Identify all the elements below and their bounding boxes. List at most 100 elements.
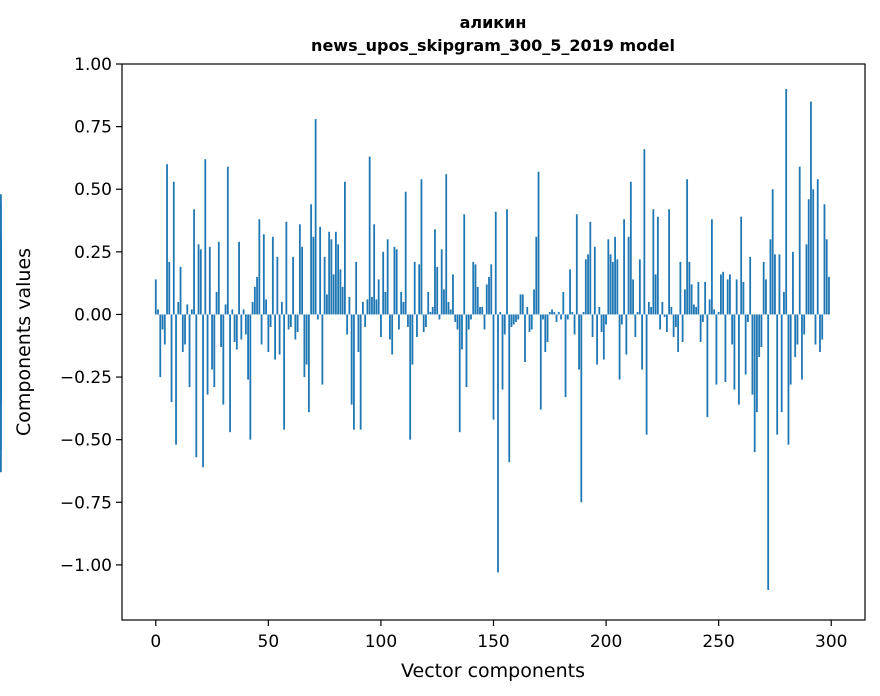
bar-40 <box>244 314 247 335</box>
bar-88 <box>353 314 355 430</box>
bar-141 <box>472 261 475 315</box>
bar-17 <box>193 209 195 315</box>
bar-268 <box>758 314 761 358</box>
bar-297 <box>823 204 826 315</box>
bar-257 <box>733 314 736 390</box>
bar-46 <box>258 219 261 315</box>
bar-132 <box>452 274 454 315</box>
bar-22 <box>204 159 207 315</box>
bar-33 <box>229 314 231 433</box>
bar-25 <box>211 314 213 370</box>
bar-187 <box>575 214 578 315</box>
bar-135 <box>458 314 461 433</box>
bar-96 <box>371 296 373 315</box>
bar-27 <box>215 291 218 315</box>
bar-109 <box>400 291 403 315</box>
bar-80 <box>334 231 337 315</box>
bar-145 <box>481 306 484 315</box>
bar-151 <box>494 211 497 315</box>
bar-75 <box>323 256 326 315</box>
bar-86 <box>348 296 351 315</box>
bar-undefined <box>0 314 2 375</box>
bar-23 <box>206 314 209 395</box>
bar-9 <box>175 314 177 445</box>
x-axis: 0 50 100 150 200 250 300 <box>150 620 847 652</box>
bar-11 <box>179 266 182 315</box>
bar-293 <box>814 314 817 345</box>
bar-267 <box>756 314 758 413</box>
bar-299 <box>828 276 830 315</box>
bar-55 <box>278 314 281 355</box>
bar-270 <box>762 261 765 315</box>
chart-title: аликин <box>460 13 527 32</box>
bar-39 <box>242 309 245 315</box>
bar-159 <box>512 314 515 325</box>
bar-195 <box>593 246 596 315</box>
bar-234 <box>681 314 684 342</box>
bar-134 <box>456 314 459 330</box>
bar-213 <box>634 314 637 337</box>
bar-155 <box>503 314 506 335</box>
bar-100 <box>380 314 382 337</box>
bar-126 <box>438 314 441 320</box>
bar-208 <box>623 219 625 315</box>
bar-139 <box>467 314 470 330</box>
bar-217 <box>643 149 646 315</box>
bar-7 <box>170 314 173 403</box>
bar-36 <box>235 314 238 350</box>
bar-295 <box>819 314 821 353</box>
bar-138 <box>465 314 468 388</box>
bar-276 <box>776 314 779 435</box>
bar-263 <box>747 314 749 322</box>
bar-133 <box>454 314 457 322</box>
bar-273 <box>769 239 772 315</box>
bar-225 <box>661 301 664 315</box>
x-tick-label: 100 <box>365 632 397 652</box>
bar-83 <box>341 286 344 315</box>
bar-74 <box>321 314 324 385</box>
bar-90 <box>357 314 360 353</box>
bar-254 <box>726 279 729 315</box>
x-axis-label: Vector components <box>401 660 585 682</box>
bar-172 <box>542 314 544 320</box>
bar-196 <box>596 314 598 365</box>
bar-50 <box>267 314 270 353</box>
bar-296 <box>821 314 824 340</box>
bar-281 <box>787 314 790 445</box>
bar-164 <box>524 314 526 363</box>
bar-92 <box>362 301 364 315</box>
bar-93 <box>364 314 367 327</box>
bar-238 <box>690 284 693 315</box>
bar-78 <box>330 239 333 315</box>
bar-251 <box>720 274 722 315</box>
bar-205 <box>616 259 619 315</box>
bar-106 <box>393 246 396 315</box>
bar-3 <box>161 314 164 330</box>
bar-81 <box>337 244 340 315</box>
bar-146 <box>483 314 486 330</box>
bar-99 <box>377 279 380 315</box>
bar-278 <box>780 314 783 413</box>
bar-180 <box>560 314 562 320</box>
bar-116 <box>416 314 418 337</box>
bar-144 <box>479 306 481 315</box>
bar-72 <box>316 314 319 320</box>
y-tick-label: −0.50 <box>60 431 112 451</box>
bar-250 <box>717 311 720 315</box>
bar-43 <box>251 301 254 315</box>
bar-0 <box>154 279 157 315</box>
y-axis: 1.00 0.75 0.50 0.25 0.00 −0.25 −0.50 −0.75 −1.00 <box>60 55 122 576</box>
bar-271 <box>765 279 767 315</box>
bar-240 <box>695 306 698 315</box>
bar-269 <box>760 314 763 348</box>
bar-121 <box>427 291 430 315</box>
bar-18 <box>195 314 198 458</box>
bar-41 <box>247 314 249 380</box>
bar-112 <box>407 314 409 327</box>
bar-223 <box>656 216 659 315</box>
bar-249 <box>715 314 718 385</box>
bar-131 <box>449 309 452 315</box>
bar-136 <box>461 314 463 350</box>
bar-212 <box>632 279 634 315</box>
